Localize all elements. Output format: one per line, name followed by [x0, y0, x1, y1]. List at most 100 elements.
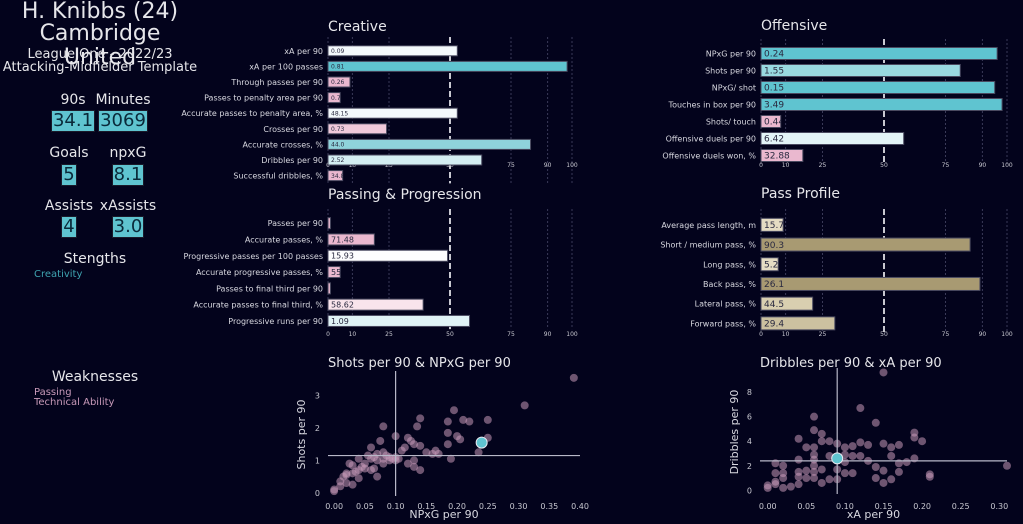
scatter-point	[413, 422, 422, 431]
stat-label-npxg: npxG	[109, 145, 147, 161]
scatter-point	[416, 466, 425, 475]
stat-value-90s: 34.1	[50, 110, 96, 132]
stat-value-assists: 4	[61, 216, 77, 238]
category-label: Forward pass, %	[690, 319, 756, 328]
x-tick-label: 0.30	[990, 502, 1008, 511]
weaknesses-title: Weaknesses	[51, 369, 139, 385]
bar	[327, 154, 483, 166]
x-axis-label: xA per 90	[847, 508, 900, 521]
category-label: Passes per 90	[268, 219, 323, 228]
category-label: Progressive passes per 100 passes	[183, 252, 323, 261]
x-tick-label: 90	[544, 162, 552, 169]
scatter-point	[794, 434, 803, 443]
stat-label-minutes: Minutes	[95, 92, 151, 108]
x-tick-label: 10	[782, 162, 790, 169]
scatter-point	[443, 440, 452, 449]
scatter-point	[887, 443, 896, 452]
category-label: Offensive duels won, %	[662, 152, 756, 161]
chart-title: Pass Profile	[761, 186, 840, 202]
scatter-point	[450, 406, 458, 415]
bar-value-label: 0.24	[764, 50, 784, 60]
bar-value-label: 15.7	[764, 221, 784, 231]
bar	[760, 47, 998, 60]
bar	[760, 132, 905, 145]
scatter-point	[902, 458, 911, 467]
scatter-point	[802, 466, 811, 475]
scatter-point	[569, 373, 578, 382]
bar-value-label: 1.09	[331, 317, 349, 326]
scatter-point	[918, 437, 927, 446]
y-tick-label: 0	[315, 489, 320, 498]
scatter-point	[871, 474, 880, 483]
scatter-point	[379, 459, 388, 468]
category-label: NPxG/ shot	[712, 84, 756, 93]
bar-value-label: 5.2	[764, 260, 778, 270]
category-label: xA per 90	[284, 47, 323, 56]
bar-value-label: 3.49	[764, 101, 784, 111]
shots-npxg-scatter: Shots per 90 & NPxG per 90 NPxG per 90 Sho…	[295, 356, 589, 521]
bar	[327, 282, 331, 295]
bar	[760, 276, 981, 291]
template-name: Attacking-Midfielder Template	[2, 60, 198, 75]
x-tick-label: 50	[446, 331, 454, 338]
bar-value-label: 0.15	[764, 84, 784, 94]
player-name: H. Knibbs (24)	[21, 0, 179, 24]
category-label: Progressive runs per 90	[228, 317, 323, 326]
scatter-point	[810, 443, 819, 452]
x-tick-label: 0.35	[540, 502, 558, 511]
scatter-point	[373, 472, 382, 481]
scatter-point	[354, 474, 363, 483]
category-label: Accurate passes, %	[245, 235, 323, 244]
scatter-point	[802, 474, 811, 483]
bar-value-label: 1.55	[764, 67, 784, 77]
y-tick-label: 3	[315, 392, 320, 401]
category-label: Through passes per 90	[230, 78, 323, 87]
category-label: Passes to penalty area per 90	[204, 94, 323, 103]
category-label: xA per 100 passes	[249, 62, 323, 71]
x-tick-label: 0.15	[875, 502, 893, 511]
x-tick-label: 0.05	[356, 502, 374, 511]
category-label: Crosses per 90	[263, 125, 323, 134]
scatter-point	[348, 461, 357, 470]
scatter-point	[817, 465, 826, 474]
strength-item: Creativity	[34, 269, 83, 280]
scatter-point	[810, 412, 819, 421]
bar-value-label: 2.52	[331, 157, 345, 164]
bar	[760, 98, 1003, 111]
passing-progression-bar-chart: Passing & Progression 0 10 25 50 75 90 100 Passe…	[183, 187, 577, 338]
bar	[327, 217, 331, 230]
scatter-point	[802, 443, 811, 452]
y-tick-label: 6	[747, 413, 752, 422]
scatter-point	[459, 415, 468, 424]
x-tick-label: 0.05	[797, 502, 815, 511]
x-tick-label: 0.25	[479, 502, 497, 511]
x-tick-label: 25	[385, 331, 393, 338]
y-tick-label: 4	[747, 437, 752, 446]
scatter-point	[848, 442, 857, 451]
bar	[327, 266, 341, 279]
stat-value-xassists: 3.0	[111, 216, 145, 238]
x-tick-label: 25	[819, 162, 827, 169]
category-label: Accurate progressive passes, %	[196, 268, 323, 277]
scatter-point	[810, 467, 819, 476]
stat-value-goals: 5	[61, 164, 77, 186]
scatter-point	[779, 483, 788, 492]
league-season: League One - 2022/23	[27, 47, 173, 62]
x-tick-label: 50	[880, 331, 888, 338]
category-label: Successful dribbles, %	[233, 172, 323, 181]
y-tick-label: 0	[747, 486, 752, 495]
offensive-bar-chart: Offensive 0 10 25 50 75 90 100 NPxG per 90 0.24 Sh…	[662, 18, 1013, 169]
scatter-point	[443, 417, 452, 426]
bar-value-label: 0.26	[331, 79, 345, 86]
bar	[327, 60, 568, 72]
scatter-point	[856, 438, 865, 447]
x-tick-label: 100	[1001, 162, 1013, 169]
scatter-point	[879, 478, 888, 487]
scatter-point	[367, 443, 376, 452]
scatter-point	[879, 466, 888, 475]
bar	[327, 107, 458, 119]
bar-value-label: 44.0	[331, 142, 345, 149]
scatter-point	[910, 428, 919, 437]
x-tick-label: 0	[759, 331, 763, 338]
scatter-point	[446, 454, 455, 463]
